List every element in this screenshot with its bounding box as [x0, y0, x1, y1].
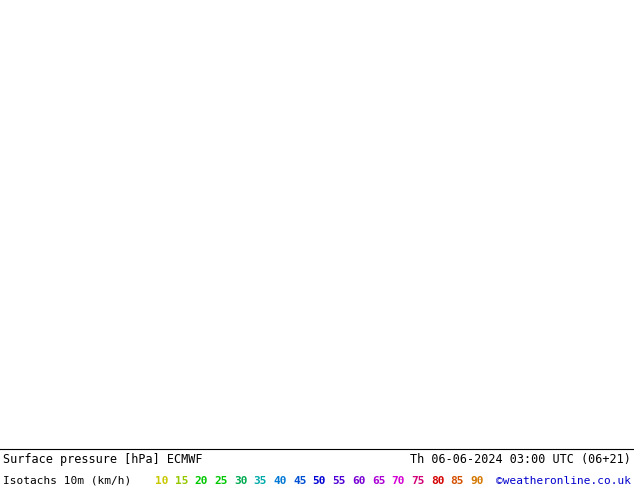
Text: 70: 70 — [391, 476, 405, 486]
Text: 80: 80 — [431, 476, 444, 486]
Text: 85: 85 — [451, 476, 464, 486]
Text: 30: 30 — [234, 476, 247, 486]
Text: 25: 25 — [214, 476, 228, 486]
Text: 65: 65 — [372, 476, 385, 486]
Text: Isotachs 10m (km/h): Isotachs 10m (km/h) — [3, 476, 131, 486]
Text: 40: 40 — [273, 476, 287, 486]
Text: 15: 15 — [175, 476, 188, 486]
Text: 50: 50 — [313, 476, 326, 486]
Text: 35: 35 — [254, 476, 267, 486]
Text: 10: 10 — [155, 476, 169, 486]
Text: ©weatheronline.co.uk: ©weatheronline.co.uk — [496, 476, 631, 486]
Text: 55: 55 — [332, 476, 346, 486]
Text: Surface pressure [hPa] ECMWF: Surface pressure [hPa] ECMWF — [3, 453, 202, 466]
Text: 20: 20 — [195, 476, 208, 486]
Text: 45: 45 — [293, 476, 306, 486]
Text: Th 06-06-2024 03:00 UTC (06+21): Th 06-06-2024 03:00 UTC (06+21) — [410, 453, 631, 466]
Text: 75: 75 — [411, 476, 425, 486]
Text: 90: 90 — [470, 476, 484, 486]
Text: 60: 60 — [352, 476, 366, 486]
